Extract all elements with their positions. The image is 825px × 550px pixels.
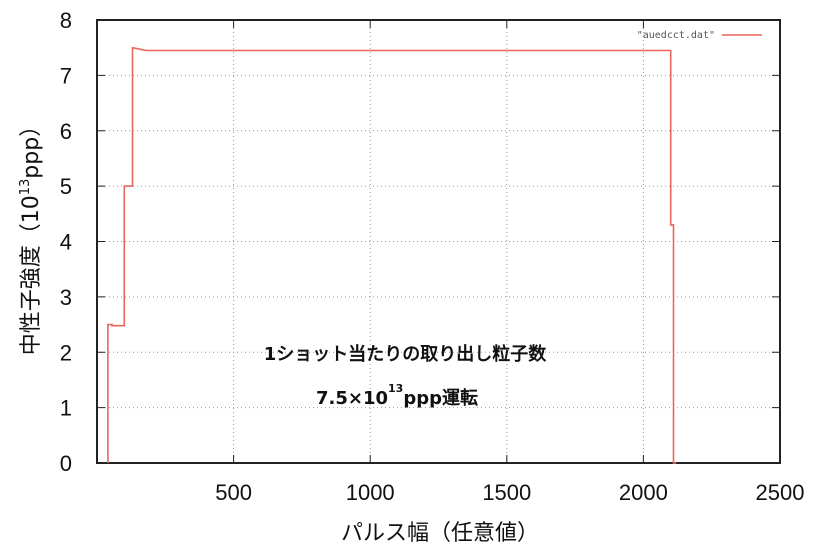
y-tick-label: 4 — [60, 230, 72, 255]
y-axis-title: 中性子強度（1013ppp） — [18, 115, 44, 355]
y-tick-label: 5 — [60, 174, 72, 199]
y-tick-label: 8 — [60, 8, 72, 33]
y-tick-label: 2 — [60, 340, 72, 365]
x-tick-label: 2000 — [619, 480, 668, 505]
legend-label: "auedcct.dat" — [637, 30, 715, 41]
y-tick-labels: 0 1 2 3 4 5 6 7 8 — [60, 8, 72, 476]
annotation-line-1: 1ショット当たりの取り出し粒子数 — [264, 343, 548, 365]
annotation-line-2-sup: 13 — [388, 382, 403, 395]
y-tick-label: 7 — [60, 63, 72, 88]
axis-ticks — [97, 19, 781, 464]
y-axis-title-suffix: ppp） — [19, 115, 44, 179]
series-line — [107, 46, 677, 464]
y-tick-label: 6 — [60, 119, 72, 144]
annotation-line-2: 7.5×1013ppp運転 — [316, 382, 478, 409]
annotation-line-2-main: 7.5×10 — [316, 388, 388, 409]
annotation-line-2-tail: ppp運転 — [403, 387, 478, 409]
x-tick-label: 1500 — [482, 480, 531, 505]
x-axis-title: パルス幅（任意値） — [341, 521, 539, 546]
y-axis-title-sup: 13 — [18, 179, 33, 196]
y-tick-label: 3 — [60, 285, 72, 310]
x-tick-label: 2500 — [756, 480, 805, 505]
legend: "auedcct.dat" — [637, 30, 762, 41]
y-axis-title-prefix: 中性子強度（10 — [19, 195, 44, 355]
x-tick-labels: 500 1000 1500 2000 2500 — [215, 480, 804, 505]
x-tick-label: 500 — [215, 480, 252, 505]
y-tick-label: 0 — [60, 451, 72, 476]
series-group — [107, 46, 677, 464]
y-tick-label: 1 — [60, 396, 72, 421]
annotation-box: 1ショット当たりの取り出し粒子数 7.5×1013ppp運転 — [264, 343, 548, 409]
x-tick-label: 1000 — [346, 480, 395, 505]
